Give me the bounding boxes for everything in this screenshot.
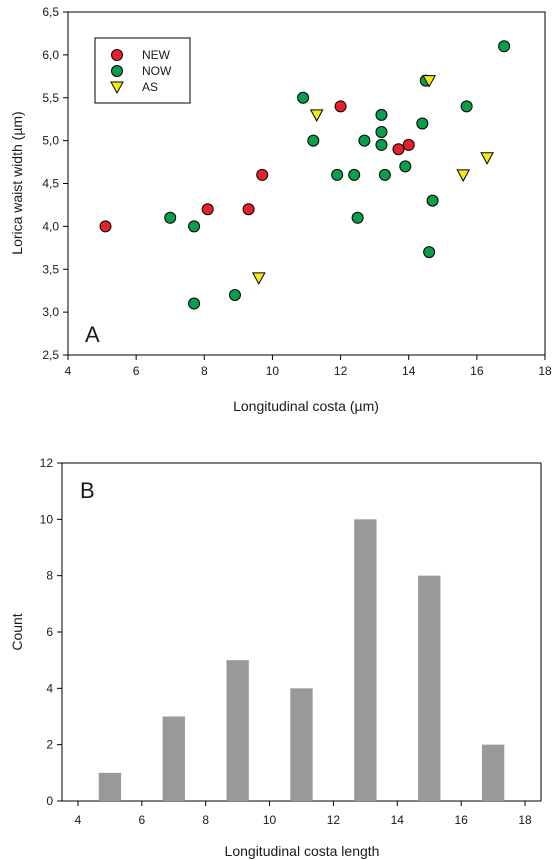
scatter-point-now: [498, 40, 511, 53]
scatter-y-axis-label: Lorica waist width (µm): [9, 111, 25, 254]
scatter-point-now: [375, 108, 388, 121]
legend-label-new: NEW: [142, 48, 171, 62]
x-tick-label: 10: [263, 813, 277, 827]
scatter-legend: NEW NOW AS: [94, 37, 191, 104]
scatter-x-axis-label: Longitudinal costa (µm): [233, 398, 379, 414]
legend-marker-as: [110, 81, 124, 95]
scatter-point-now: [423, 246, 436, 259]
x-tick-label: 8: [201, 364, 208, 378]
x-tick-label: 18: [538, 364, 552, 378]
x-tick-label: 12: [334, 364, 348, 378]
y-tick-label: 4,0: [42, 219, 59, 233]
scatter-point-now: [307, 134, 320, 147]
scatter-point-now: [375, 126, 388, 139]
scatter-point-now: [331, 168, 344, 181]
histogram-y-axis-label: Count: [9, 613, 25, 650]
scatter-point-now: [378, 168, 391, 181]
y-tick-label: 5,0: [42, 134, 59, 148]
scatter-point-as: [456, 169, 471, 182]
scatter-axes: 4 6 8 10 12 14 16 18 2,5 3,0 3,5 4,0 4,5 5,0 5,5 6,0 6,5: [42, 5, 552, 378]
x-tick-label: 14: [391, 813, 405, 827]
histogram-x-axis-label: Longitudinal costa length: [225, 843, 380, 859]
x-tick-label: 8: [202, 813, 209, 827]
scatter-point-now: [164, 211, 177, 224]
histogram-bar: [98, 772, 122, 801]
y-tick-label: 10: [40, 512, 54, 526]
y-tick-label: 12: [40, 456, 54, 470]
scatter-marks: [99, 40, 511, 310]
x-tick-label: 14: [402, 364, 416, 378]
histogram-bars: [98, 519, 505, 801]
histogram-bar: [290, 688, 313, 801]
legend-marker-now: [111, 65, 123, 77]
scatter-point-now: [358, 134, 371, 147]
y-tick-label: 4: [46, 681, 53, 695]
scatter-point-as: [309, 109, 324, 122]
scatter-point-as: [422, 75, 436, 88]
scatter-point-now: [348, 168, 361, 181]
scatter-point-now: [228, 288, 241, 301]
y-tick-label: 0: [46, 794, 53, 808]
scatter-point-now: [375, 138, 388, 151]
x-tick-label: 4: [65, 364, 72, 378]
histogram-bar: [354, 519, 377, 801]
x-tick-label: 6: [138, 813, 145, 827]
scatter-point-as: [480, 152, 494, 165]
histogram-bar: [418, 575, 441, 801]
panel-b-label: B: [80, 478, 95, 503]
histogram-panel: 4 6 8 10 12 14 16 18 0 2 4 6 8 10 12 B Longitudinal co…: [9, 456, 542, 859]
scatter-panel: 4 6 8 10 12 14 16 18 2,5 3,0 3,5 4,0 4,5 5,0 5,5 6,0 6,5…: [9, 5, 552, 414]
y-tick-label: 6: [46, 625, 53, 639]
panel-a-label: A: [85, 322, 100, 347]
x-tick-label: 4: [75, 813, 82, 827]
x-tick-label: 16: [470, 364, 484, 378]
scatter-point-now: [416, 117, 429, 130]
legend-box: [94, 37, 191, 104]
histogram-axes: 4 6 8 10 12 14 16 18 0 2 4 6 8 10 12: [40, 456, 532, 827]
scatter-point-now: [460, 100, 473, 113]
y-tick-label: 6,0: [42, 48, 59, 62]
scatter-point-new: [99, 220, 112, 233]
y-tick-label: 6,5: [42, 5, 59, 19]
scatter-point-new: [402, 138, 415, 151]
y-tick-label: 3,5: [42, 262, 59, 276]
legend-marker-new: [111, 49, 123, 61]
scatter-point-now: [188, 220, 201, 233]
histogram-bar: [226, 660, 249, 801]
scatter-point-new: [201, 203, 214, 216]
y-tick-label: 2: [46, 738, 53, 752]
histogram-bar: [481, 744, 505, 801]
x-tick-label: 16: [454, 813, 468, 827]
y-tick-label: 8: [46, 569, 53, 583]
scatter-point-new: [392, 143, 405, 156]
x-tick-label: 10: [266, 364, 280, 378]
y-tick-label: 4,5: [42, 177, 59, 191]
scatter-point-as: [251, 272, 266, 285]
scatter-point-new: [256, 168, 269, 181]
scatter-point-now: [399, 160, 412, 173]
x-tick-label: 12: [327, 813, 341, 827]
x-tick-label: 18: [518, 813, 532, 827]
histogram-bar: [162, 716, 185, 801]
scatter-point-now: [426, 194, 439, 207]
scatter-point-new: [334, 100, 347, 113]
scatter-point-now: [351, 211, 364, 224]
y-tick-label: 2,5: [42, 348, 59, 362]
x-tick-label: 6: [133, 364, 140, 378]
scatter-point-now: [297, 91, 310, 104]
scatter-point-now: [188, 297, 201, 310]
y-tick-label: 5,5: [42, 91, 59, 105]
legend-label-now: NOW: [142, 64, 172, 78]
legend-label-as: AS: [142, 80, 158, 94]
y-tick-label: 3,0: [42, 305, 59, 319]
scatter-point-new: [242, 203, 255, 216]
